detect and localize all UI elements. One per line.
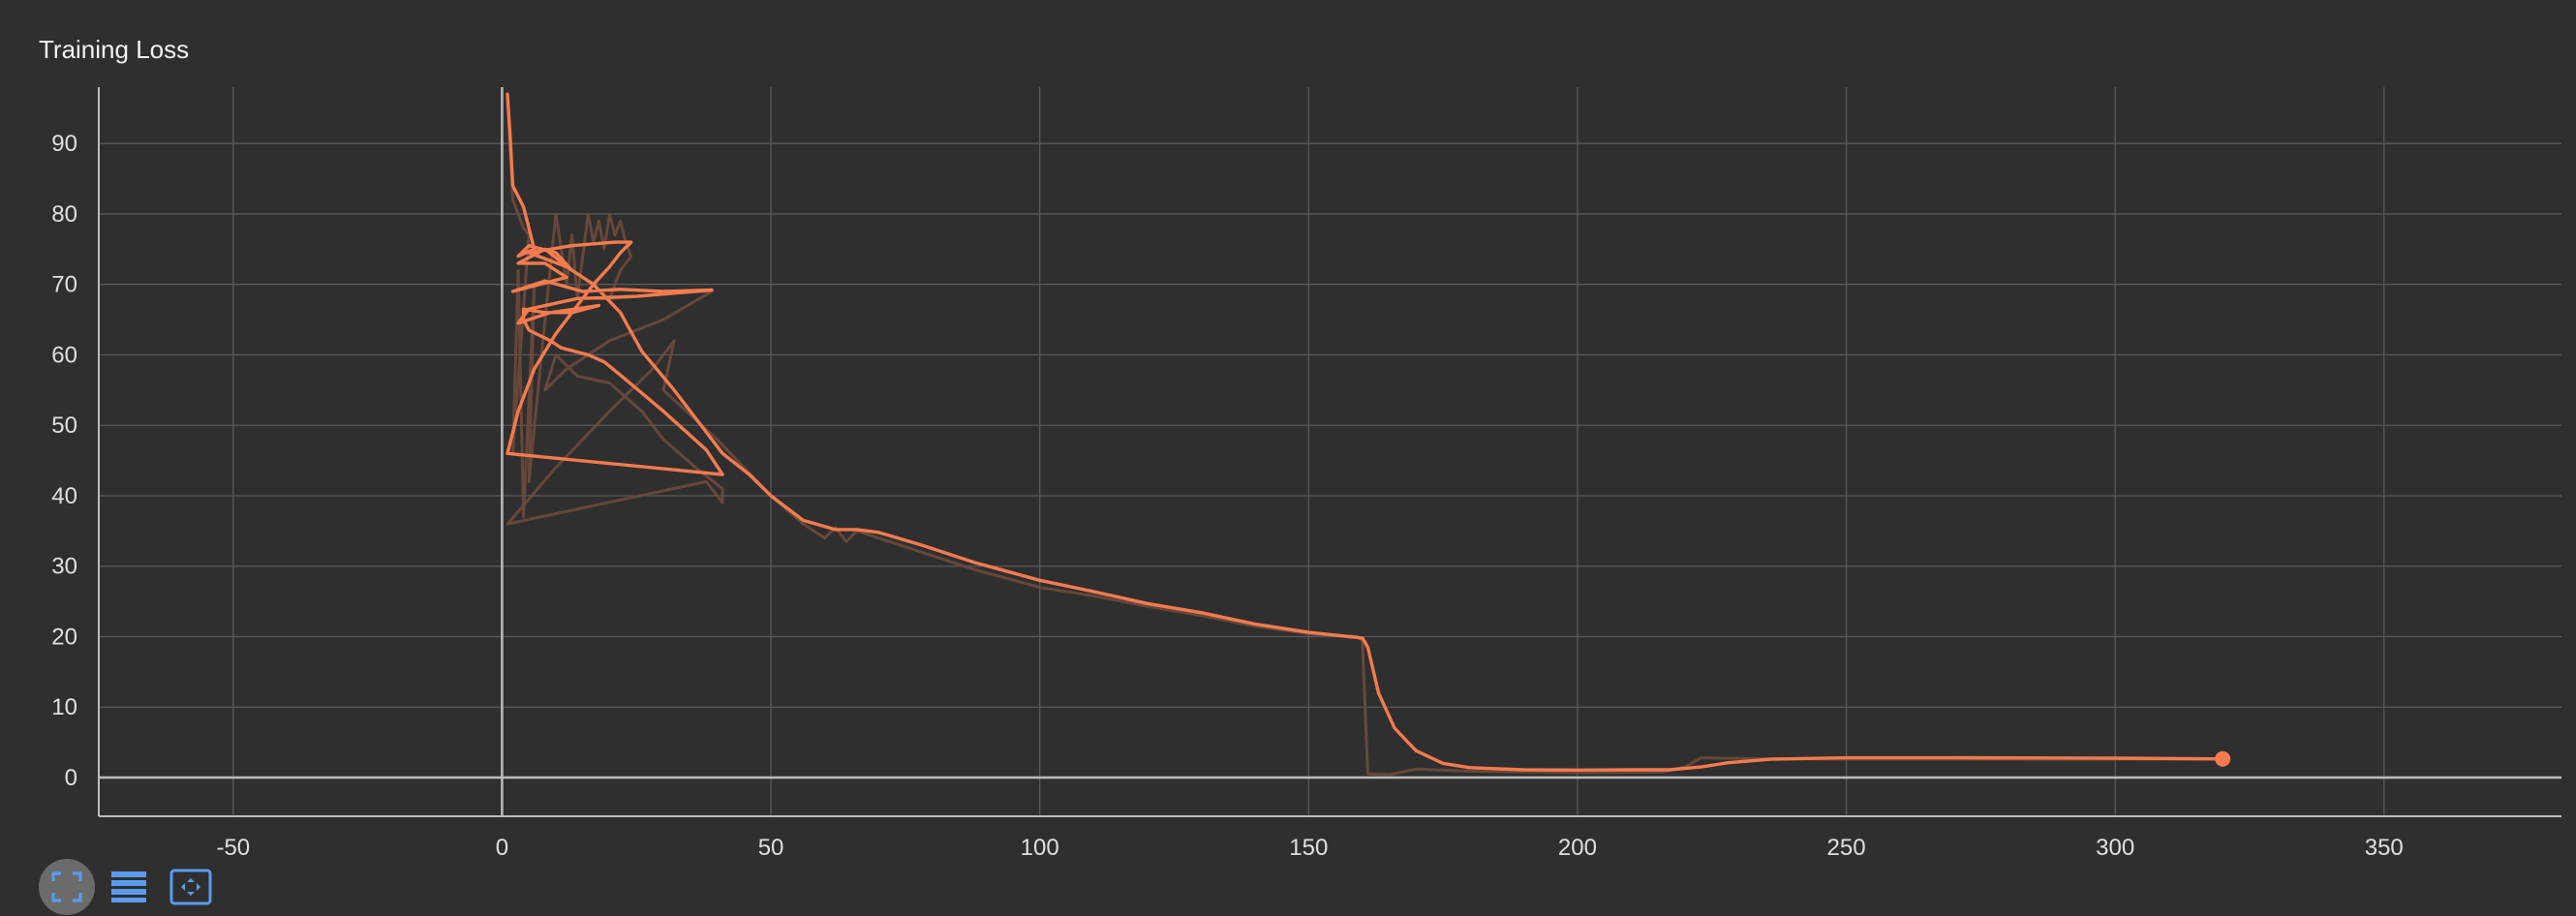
y-tick-label-30: 30	[51, 554, 77, 580]
smoothed-loss-line	[506, 92, 2224, 772]
x-tick-label-50: 50	[758, 835, 784, 861]
fit-domain-icon	[169, 869, 212, 905]
fit-domain-button[interactable]	[163, 859, 219, 915]
last-point-marker	[2215, 750, 2231, 767]
x-tick-label-150: 150	[1289, 835, 1328, 861]
chart-title: Training Loss	[39, 35, 190, 64]
x-tick-label--50: -50	[216, 835, 250, 861]
data-table-icon	[111, 871, 146, 902]
y-tick-label-70: 70	[51, 272, 77, 298]
tick-labels: -50 0 50 100 150 200 250 300 350 0 10 20 30 40 50 60 70 8…	[51, 131, 2403, 861]
x-tick-label-300: 300	[2096, 835, 2134, 861]
grid	[99, 87, 2561, 816]
raw-series	[506, 94, 2223, 777]
y-tick-label-10: 10	[51, 694, 77, 720]
y-tick-label-60: 60	[51, 342, 77, 368]
fullscreen-button[interactable]	[39, 859, 95, 915]
raw-loss-line	[506, 94, 2223, 777]
y-tick-label-40: 40	[51, 483, 77, 509]
x-tick-label-250: 250	[1827, 835, 1866, 861]
x-tick-label-350: 350	[2365, 835, 2404, 861]
smoothed-series	[506, 92, 2231, 772]
chart-toolbar	[39, 859, 219, 915]
y-tick-label-0: 0	[65, 765, 77, 791]
x-tick-label-0: 0	[496, 835, 508, 861]
y-tick-label-20: 20	[51, 624, 77, 650]
axes	[98, 87, 2561, 817]
fullscreen-icon	[51, 871, 82, 902]
x-tick-label-200: 200	[1558, 835, 1597, 861]
x-tick-label-100: 100	[1021, 835, 1059, 861]
y-tick-label-50: 50	[51, 412, 77, 439]
data-table-button[interactable]	[101, 859, 157, 915]
y-tick-label-90: 90	[51, 131, 77, 157]
y-tick-label-80: 80	[51, 201, 77, 228]
